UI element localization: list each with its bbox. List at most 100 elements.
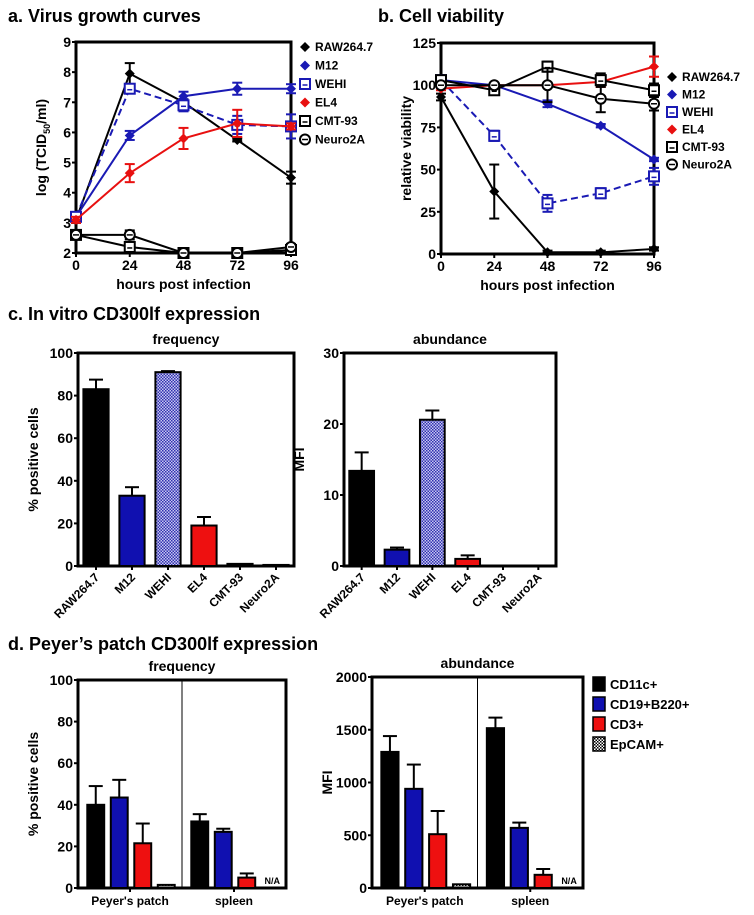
data-point <box>71 214 81 225</box>
y-tick-label: 40 <box>57 473 73 489</box>
bar <box>213 830 233 890</box>
data-point <box>594 187 607 200</box>
bar <box>485 727 506 889</box>
legend-label: CD19+B220+ <box>610 697 690 712</box>
legend-marker <box>666 141 678 153</box>
x-tick-label: EL4 <box>185 570 211 596</box>
legend-swatch <box>592 716 606 732</box>
legend-label: WEHI <box>315 77 346 91</box>
chart-4: 0 20 40 60 80 100 frequency % positive cells Pey… <box>25 658 288 908</box>
y-axis-label: MFI <box>291 447 307 471</box>
data-point <box>177 99 190 112</box>
y-tick-label: 1000 <box>336 775 367 791</box>
series-line <box>440 79 655 205</box>
x-tick-label: M12 <box>112 570 139 597</box>
data-point <box>595 247 606 258</box>
x-tick-label: WEHI <box>142 570 174 602</box>
x-tick-label: RAW264.7 <box>51 570 102 621</box>
y-tick-label: 60 <box>57 430 73 446</box>
legend-label: CMT-93 <box>682 140 725 154</box>
x-axis-label: hours post infection <box>116 276 251 292</box>
data-point <box>542 247 553 258</box>
na-label: N/A <box>561 876 577 886</box>
data-point <box>595 120 606 131</box>
y-tick-label: 0 <box>331 558 339 574</box>
x-tick-label: Neuro2A <box>499 570 544 615</box>
bar <box>533 873 553 889</box>
legend-label: CD11c+ <box>610 677 658 692</box>
x-tick-label: 48 <box>540 258 556 274</box>
y-tick-label: 9 <box>63 34 71 50</box>
x-tick-label: RAW264.7 <box>317 570 368 621</box>
x-tick-label: 24 <box>122 257 138 273</box>
y-tick-label: 0 <box>65 558 73 574</box>
y-tick-label: 20 <box>323 416 339 432</box>
bar <box>156 883 176 890</box>
x-tick-label: 96 <box>283 257 299 273</box>
series-WEHI <box>435 74 660 213</box>
bar <box>109 796 129 890</box>
legend-marker <box>666 106 678 118</box>
data-point <box>124 168 135 179</box>
legend-label: WEHI <box>682 105 713 119</box>
chart-title: a. Virus growth curves <box>8 6 201 26</box>
x-tick-label: WEHI <box>406 570 438 602</box>
x-tick-label: Neuro2A <box>237 570 282 615</box>
data-point <box>489 186 500 197</box>
data-point <box>649 154 659 165</box>
y-tick-label: 60 <box>57 755 73 771</box>
y-axis-label: % positive cells <box>25 407 41 511</box>
bar <box>348 469 376 567</box>
y-tick-label: 80 <box>57 388 73 404</box>
y-tick-label: 30 <box>323 345 339 361</box>
bar <box>226 562 254 567</box>
y-tick-label: 125 <box>413 35 437 51</box>
bar <box>454 557 482 568</box>
y-tick-label: 80 <box>57 714 73 730</box>
chart-subtitle: frequency <box>153 331 220 347</box>
x-tick-label: 96 <box>646 258 662 274</box>
series-Neuro2A <box>435 67 660 114</box>
y-tick-label: 20 <box>57 515 73 531</box>
series-line <box>440 96 655 254</box>
data-point <box>594 74 607 87</box>
plot-frame <box>342 351 558 568</box>
legend-swatch <box>592 696 606 712</box>
series-Neuro2A <box>70 228 297 259</box>
legend-marker <box>299 78 311 90</box>
data-point <box>648 84 660 97</box>
y-axis-label: relative viability <box>398 96 414 201</box>
chart-1: 0 25 50 75 100 125 b. Cell viability 0 24 48 72 96 h… <box>378 6 740 293</box>
legend-label: CD3+ <box>610 717 644 732</box>
legend-label: EL4 <box>315 96 337 110</box>
x-tick-label: 48 <box>176 257 192 273</box>
y-tick-label: 100 <box>413 77 437 93</box>
bar <box>190 524 218 568</box>
x-axis-label: hours post infection <box>480 277 615 293</box>
x-tick-label: 0 <box>437 258 445 274</box>
series-EL4 <box>71 108 296 225</box>
chart-title: b. Cell viability <box>378 6 504 26</box>
y-tick-label: 10 <box>323 487 339 503</box>
bar <box>82 388 110 567</box>
group-label: spleen <box>511 894 549 908</box>
legend-label: M12 <box>682 88 706 102</box>
y-tick-label: 4 <box>63 185 71 201</box>
chart-subtitle: frequency <box>149 658 216 674</box>
chart-5: 0 500 1000 1500 2000 abundance MFI Peyer's patc… <box>319 655 690 908</box>
legend-label: CMT-93 <box>315 114 358 128</box>
y-tick-label: 8 <box>63 64 71 80</box>
x-tick-label: 0 <box>72 257 80 273</box>
legend-label: EL4 <box>682 123 704 137</box>
legend-marker <box>667 72 677 82</box>
y-tick-label: 75 <box>420 119 436 135</box>
data-point <box>124 130 135 141</box>
data-point <box>649 243 659 254</box>
section-title-c: c. In vitro CD300lf expression <box>8 304 260 324</box>
series-WEHI <box>70 82 297 223</box>
bar <box>262 563 290 567</box>
legend-marker <box>300 42 310 52</box>
x-tick-label: EL4 <box>448 570 474 596</box>
section-title-d: d. Peyer’s patch CD300lf expression <box>8 634 318 654</box>
y-tick-label: 40 <box>57 797 73 813</box>
